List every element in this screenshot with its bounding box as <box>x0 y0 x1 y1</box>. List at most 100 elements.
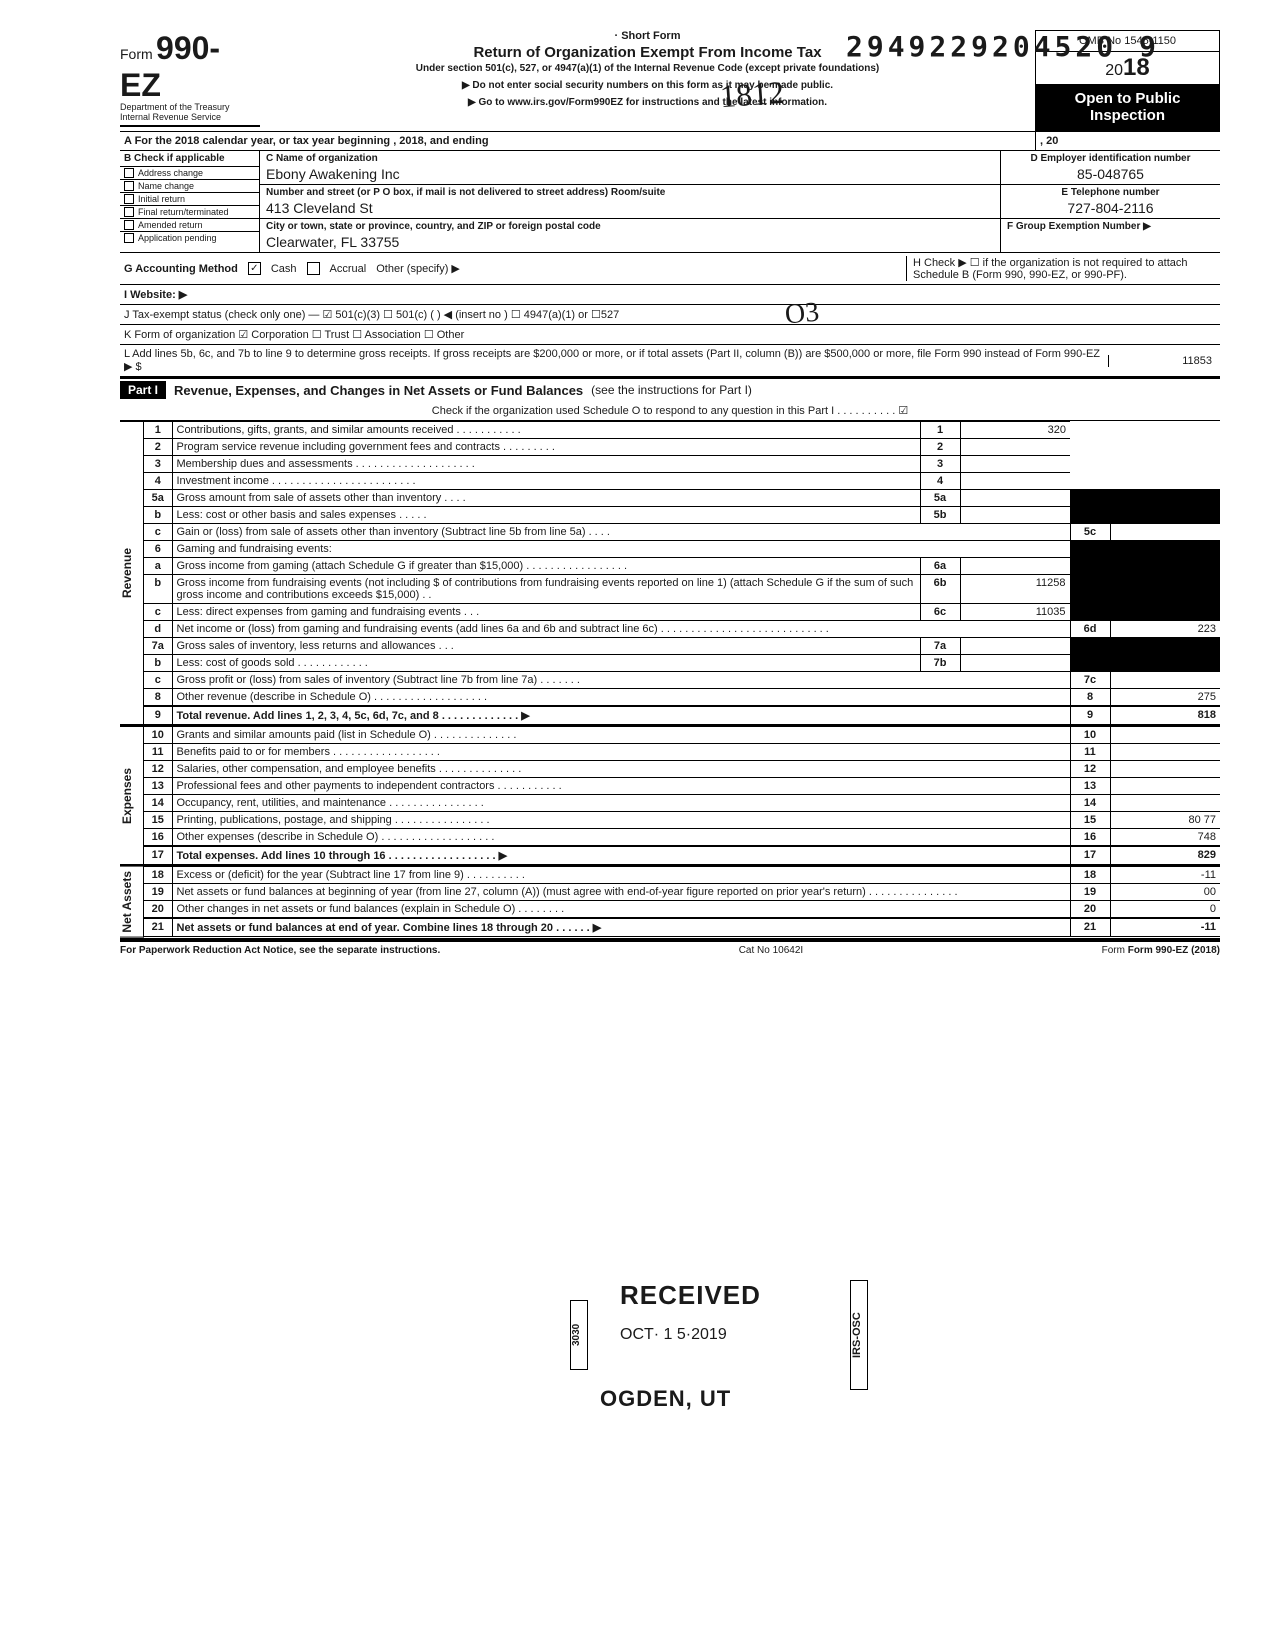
F-lbl: F Group Exemption Number ▶ <box>1007 221 1151 232</box>
n: 5c <box>1070 524 1110 541</box>
footer-left: For Paperwork Reduction Act Notice, see … <box>120 945 440 956</box>
table-row: 5aGross amount from sale of assets other… <box>144 490 1220 507</box>
footer-mid: Cat No 10642I <box>739 945 804 956</box>
amt: 11258 <box>960 575 1070 604</box>
chk-amended[interactable]: Amended return <box>120 218 259 231</box>
checkbox-icon <box>124 207 134 217</box>
lbl: Printing, publications, postage, and shi… <box>172 812 1070 829</box>
checkbox-icon <box>124 220 134 230</box>
n: 1 <box>920 422 960 439</box>
table-row: 11Benefits paid to or for members . . . … <box>144 744 1220 761</box>
lbl: Gain or (loss) from sale of assets other… <box>172 524 1070 541</box>
table-row: 12Salaries, other compensation, and empl… <box>144 761 1220 778</box>
lbl: Gross sales of inventory, less returns a… <box>172 638 920 655</box>
lbl: Gaming and fundraising events: <box>172 541 1070 558</box>
netassets-section: Net Assets 18Excess or (deficit) for the… <box>120 865 1220 940</box>
amt <box>1110 744 1220 761</box>
n: 5b <box>920 507 960 524</box>
table-row: 19Net assets or fund balances at beginni… <box>144 884 1220 901</box>
n: 17 <box>1070 846 1110 865</box>
other-lbl: Other (specify) ▶ <box>376 262 460 275</box>
footer: For Paperwork Reduction Act Notice, see … <box>120 940 1220 956</box>
table-row: 9 Total revenue. Add lines 1, 2, 3, 4, 5c… <box>144 706 1220 725</box>
D-lbl: D Employer identification number <box>1030 153 1190 164</box>
D-cell: D Employer identification number 85-0487… <box>1001 151 1220 184</box>
amt: 818 <box>1110 706 1220 725</box>
n: 3 <box>920 456 960 473</box>
n: 15 <box>1070 812 1110 829</box>
L-val: 11853 <box>1108 355 1216 367</box>
chk-lbl: Amended return <box>138 220 203 230</box>
amt <box>1110 524 1220 541</box>
table-row: 18Excess or (deficit) for the year (Subt… <box>144 867 1220 884</box>
amt: 80 77 <box>1110 812 1220 829</box>
B-header: B Check if applicable <box>120 151 259 166</box>
amt: -11 <box>1110 867 1220 884</box>
amt <box>1110 778 1220 795</box>
part1-sub: (see the instructions for Part I) <box>591 383 752 397</box>
lbl: Investment income . . . . . . . . . . . … <box>172 473 920 490</box>
chk-pending[interactable]: Application pending <box>120 231 259 244</box>
lbl: Excess or (deficit) for the year (Subtra… <box>172 867 1070 884</box>
amt: 829 <box>1110 846 1220 865</box>
lbl: Total revenue. Add lines 1, 2, 3, 4, 5c,… <box>177 710 530 722</box>
chk-final[interactable]: Final return/terminated <box>120 205 259 218</box>
amt: 748 <box>1110 829 1220 847</box>
lbl: Less: direct expenses from gaming and fu… <box>172 604 920 621</box>
netassets-table: 18Excess or (deficit) for the year (Subt… <box>144 866 1220 937</box>
table-row: bLess: cost of goods sold . . . . . . . … <box>144 655 1220 672</box>
C-city-lbl: City or town, state or province, country… <box>266 221 601 232</box>
C-addr: Number and street (or P O box, if mail i… <box>260 184 1000 218</box>
C-addr-lbl: Number and street (or P O box, if mail i… <box>266 187 665 198</box>
dln-b: 9 <box>1139 30 1160 63</box>
n: 5a <box>920 490 960 507</box>
col-DEF: D Employer identification number 85-0487… <box>1000 151 1220 252</box>
chk-address[interactable]: Address change <box>120 166 259 179</box>
checkbox-cash[interactable]: ✓ <box>248 262 261 275</box>
n: 19 <box>1070 884 1110 901</box>
K-lbl: K Form of organization ☑ Corporation ☐ T… <box>124 328 464 341</box>
footer-right: Form Form 990-EZ (2018) <box>1102 945 1220 956</box>
chk-lbl: Initial return <box>138 194 185 204</box>
table-row: 3Membership dues and assessments . . . .… <box>144 456 1220 473</box>
n: 6a <box>920 558 960 575</box>
lbl: Net assets or fund balances at beginning… <box>172 884 1070 901</box>
chk-name[interactable]: Name change <box>120 179 259 192</box>
n: 10 <box>1070 727 1110 744</box>
lbl: Occupancy, rent, utilities, and maintena… <box>172 795 1070 812</box>
row-J: J Tax-exempt status (check only one) — ☑… <box>120 304 1220 324</box>
C-name: C Name of organization Ebony Awakening I… <box>260 151 1000 184</box>
table-row: 10Grants and similar amounts paid (list … <box>144 727 1220 744</box>
chk-lbl: Name change <box>138 181 194 191</box>
n: 9 <box>1070 706 1110 725</box>
chk-lbl: Final return/terminated <box>138 207 229 217</box>
phone: 727-804-2116 <box>1007 200 1214 216</box>
check-o: Check if the organization used Schedule … <box>120 401 1220 420</box>
lbl: Program service revenue including govern… <box>172 439 920 456</box>
I-lbl: I Website: ▶ <box>124 288 187 301</box>
col-C: C Name of organization Ebony Awakening I… <box>260 151 1000 252</box>
checkbox-icon <box>124 233 134 243</box>
org-city: Clearwater, FL 33755 <box>266 234 994 250</box>
checkbox-icon <box>124 168 134 178</box>
table-row: 6Gaming and fundraising events: <box>144 541 1220 558</box>
checkbox-accrual[interactable] <box>307 262 320 275</box>
revenue-table: 1Contributions, gifts, grants, and simil… <box>144 421 1220 725</box>
H-text: H Check ▶ ☐ if the organization is not r… <box>906 256 1216 281</box>
n: 12 <box>1070 761 1110 778</box>
n: 6b <box>920 575 960 604</box>
lbl: Net assets or fund balances at end of ye… <box>172 918 1070 937</box>
lbl: Other changes in net assets or fund bala… <box>172 901 1070 919</box>
expenses-table: 10Grants and similar amounts paid (list … <box>144 726 1220 865</box>
J-lbl: J Tax-exempt status (check only one) — ☑… <box>124 308 619 321</box>
lbl: Net income or (loss) from gaming and fun… <box>172 621 1070 638</box>
lbl: Contributions, gifts, grants, and simila… <box>172 422 920 439</box>
n: 16 <box>1070 829 1110 847</box>
E-lbl: E Telephone number <box>1061 187 1159 198</box>
table-row: 13Professional fees and other payments t… <box>144 778 1220 795</box>
table-row: 14Occupancy, rent, utilities, and mainte… <box>144 795 1220 812</box>
lbl: Professional fees and other payments to … <box>172 778 1070 795</box>
chk-initial[interactable]: Initial return <box>120 192 259 205</box>
amt <box>1110 727 1220 744</box>
chk-lbl: Address change <box>138 168 203 178</box>
